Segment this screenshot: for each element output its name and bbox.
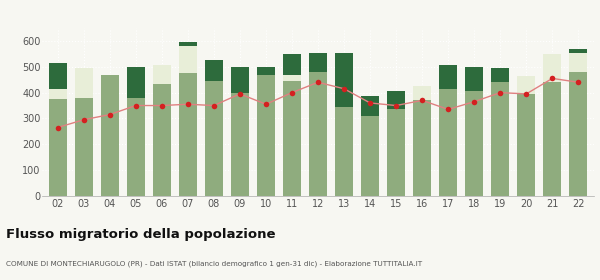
Point <box>79 118 88 122</box>
Bar <box>49 89 67 99</box>
Bar <box>491 82 509 196</box>
Point <box>443 107 453 112</box>
Bar <box>283 54 301 74</box>
Bar <box>127 67 145 98</box>
Bar <box>179 46 197 73</box>
Bar <box>49 63 67 89</box>
Bar <box>283 74 301 81</box>
Point <box>365 101 375 105</box>
Bar <box>205 60 223 81</box>
Bar <box>465 67 484 91</box>
Bar <box>387 91 405 109</box>
Bar <box>152 83 171 196</box>
Bar <box>413 100 431 196</box>
Bar <box>231 93 249 196</box>
Bar <box>361 116 379 196</box>
Point <box>313 80 323 85</box>
Point <box>209 103 218 108</box>
Bar <box>283 81 301 196</box>
Bar <box>569 53 587 72</box>
Bar <box>387 109 405 196</box>
Text: Flusso migratorio della popolazione: Flusso migratorio della popolazione <box>6 228 275 241</box>
Point <box>574 80 583 85</box>
Point <box>521 92 531 96</box>
Point <box>183 102 193 106</box>
Bar <box>205 81 223 196</box>
Bar <box>179 73 197 196</box>
Bar <box>335 107 353 196</box>
Bar <box>465 91 484 196</box>
Point <box>339 87 349 91</box>
Bar <box>517 76 535 94</box>
Point <box>496 90 505 95</box>
Bar <box>309 53 327 72</box>
Bar <box>101 74 119 196</box>
Bar <box>543 54 562 82</box>
Bar <box>413 86 431 100</box>
Point <box>391 103 401 108</box>
Bar <box>517 94 535 196</box>
Bar <box>74 68 93 98</box>
Point <box>418 98 427 102</box>
Bar <box>361 97 379 116</box>
Bar <box>257 74 275 196</box>
Point <box>157 103 167 108</box>
Bar <box>543 82 562 196</box>
Point <box>469 99 479 104</box>
Point <box>105 112 115 117</box>
Bar <box>439 66 457 89</box>
Point <box>131 103 140 108</box>
Point <box>235 92 245 96</box>
Bar <box>309 72 327 196</box>
Bar <box>74 98 93 196</box>
Bar <box>491 68 509 82</box>
Bar <box>152 66 171 83</box>
Bar <box>179 42 197 46</box>
Bar <box>335 53 353 107</box>
Bar <box>569 72 587 196</box>
Bar <box>439 89 457 196</box>
Point <box>548 76 557 81</box>
Bar <box>49 99 67 196</box>
Point <box>53 125 62 130</box>
Point <box>287 90 297 95</box>
Bar <box>231 67 249 93</box>
Bar <box>127 98 145 196</box>
Bar <box>257 67 275 74</box>
Point <box>261 102 271 106</box>
Bar <box>569 49 587 53</box>
Text: COMUNE DI MONTECHIARUGOLO (PR) - Dati ISTAT (bilancio demografico 1 gen-31 dic) : COMUNE DI MONTECHIARUGOLO (PR) - Dati IS… <box>6 260 422 267</box>
